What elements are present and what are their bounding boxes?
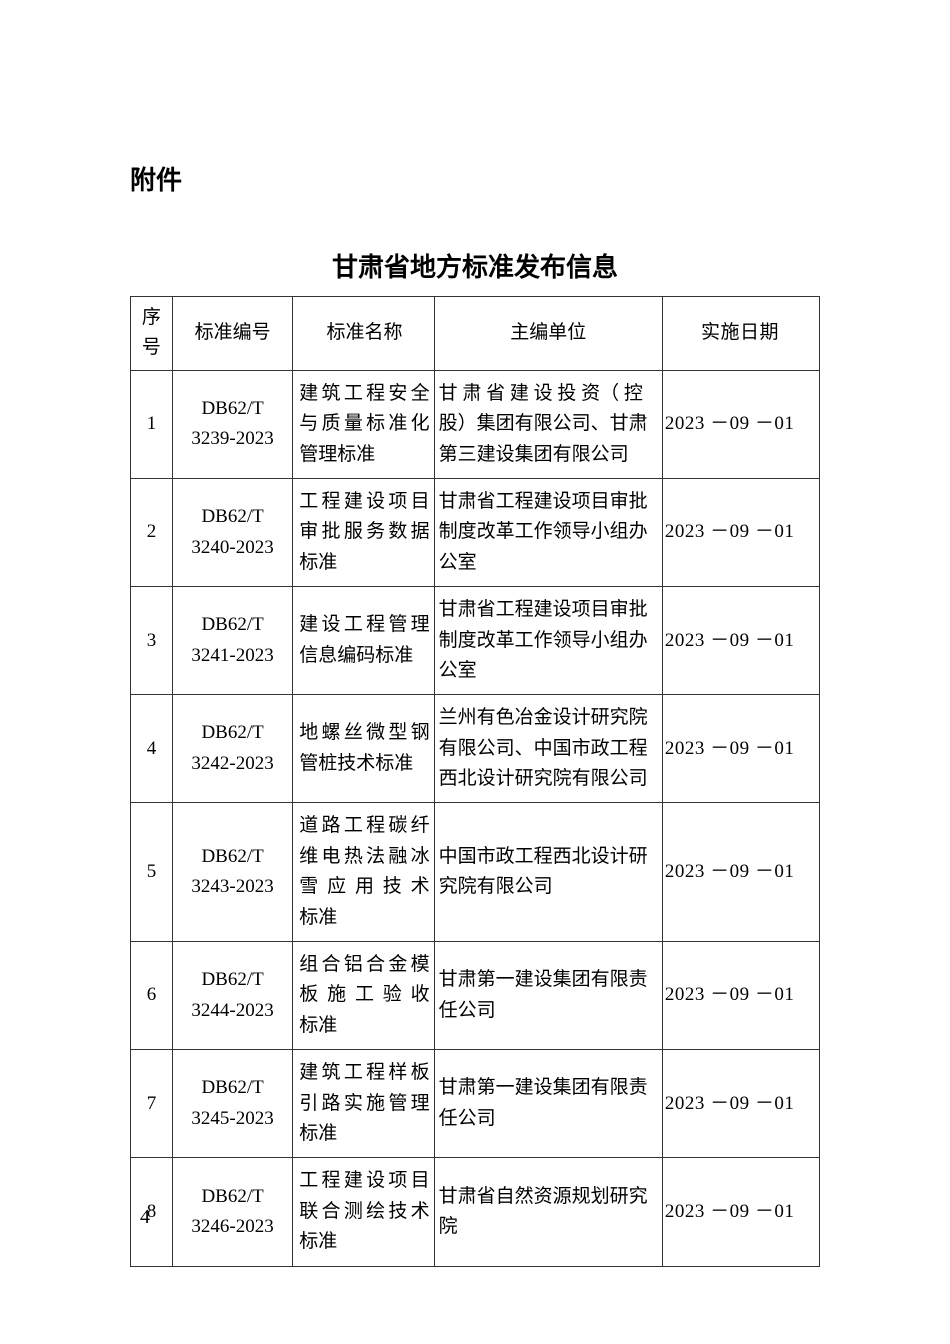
cell-seq: 5 bbox=[131, 803, 173, 942]
cell-date: 2023 －09 －01 bbox=[662, 370, 819, 478]
cell-date: 2023 －09 －01 bbox=[662, 695, 819, 803]
table-body: 1DB62/T3239-2023建筑工程安全与质量标准化管理标准甘 肃 省 建 … bbox=[131, 370, 820, 1266]
document-title: 甘肃省地方标准发布信息 bbox=[130, 247, 820, 284]
cell-date: 2023 －09 －01 bbox=[662, 1050, 819, 1158]
cell-org: 甘肃省工程建设项目审批制度改革工作领导小组办公室 bbox=[434, 587, 662, 695]
cell-seq: 1 bbox=[131, 370, 173, 478]
cell-date: 2023 －09 －01 bbox=[662, 587, 819, 695]
cell-date: 2023 －09 －01 bbox=[662, 1158, 819, 1266]
cell-code: DB62/T3241-2023 bbox=[172, 587, 292, 695]
cell-code: DB62/T3240-2023 bbox=[172, 478, 292, 586]
cell-org: 中国市政工程西北设计研究院有限公司 bbox=[434, 803, 662, 942]
col-header-org: 主编单位 bbox=[434, 297, 662, 371]
cell-date: 2023 －09 －01 bbox=[662, 942, 819, 1050]
cell-name: 建筑工程样板引路实施管理标准 bbox=[293, 1050, 434, 1158]
table-row: 1DB62/T3239-2023建筑工程安全与质量标准化管理标准甘 肃 省 建 … bbox=[131, 370, 820, 478]
table-row: 7DB62/T3245-2023建筑工程样板引路实施管理标准甘肃第一建设集团有限… bbox=[131, 1050, 820, 1158]
col-header-date: 实施日期 bbox=[662, 297, 819, 371]
table-row: 5DB62/T3243-2023道路工程碳纤维电热法融冰雪 应 用 技 术标准中… bbox=[131, 803, 820, 942]
cell-name: 地螺丝微型钢管桩技术标准 bbox=[293, 695, 434, 803]
cell-code: DB62/T3239-2023 bbox=[172, 370, 292, 478]
cell-seq: 6 bbox=[131, 942, 173, 1050]
table-row: 8DB62/T3246-2023工程建设项目联合测绘技术标准甘肃省自然资源规划研… bbox=[131, 1158, 820, 1266]
cell-code: DB62/T3246-2023 bbox=[172, 1158, 292, 1266]
cell-org: 甘肃第一建设集团有限责任公司 bbox=[434, 1050, 662, 1158]
cell-code: DB62/T3245-2023 bbox=[172, 1050, 292, 1158]
col-header-name: 标准名称 bbox=[293, 297, 434, 371]
cell-org: 甘 肃 省 建 设 投 资（ 控股）集团有限公司、甘肃第三建设集团有限公司 bbox=[434, 370, 662, 478]
cell-org: 兰州有色冶金设计研究院有限公司、中国市政工程西北设计研究院有限公司 bbox=[434, 695, 662, 803]
cell-name: 组合铝合金模板 施 工 验 收标准 bbox=[293, 942, 434, 1050]
cell-org: 甘肃第一建设集团有限责任公司 bbox=[434, 942, 662, 1050]
cell-seq: 3 bbox=[131, 587, 173, 695]
cell-seq: 2 bbox=[131, 478, 173, 586]
cell-date: 2023 －09 －01 bbox=[662, 478, 819, 586]
cell-code: DB62/T3244-2023 bbox=[172, 942, 292, 1050]
col-header-seq: 序号 bbox=[131, 297, 173, 371]
page-number: 4 bbox=[140, 1206, 150, 1229]
standards-table: 序号 标准编号 标准名称 主编单位 实施日期 1DB62/T3239-2023建… bbox=[130, 296, 820, 1267]
table-header-row: 序号 标准编号 标准名称 主编单位 实施日期 bbox=[131, 297, 820, 371]
cell-seq: 4 bbox=[131, 695, 173, 803]
table-row: 2DB62/T3240-2023工程建设项目审批服务数据标准甘肃省工程建设项目审… bbox=[131, 478, 820, 586]
cell-code: DB62/T3243-2023 bbox=[172, 803, 292, 942]
cell-code: DB62/T3242-2023 bbox=[172, 695, 292, 803]
col-header-code: 标准编号 bbox=[172, 297, 292, 371]
cell-name: 工程建设项目审批服务数据标准 bbox=[293, 478, 434, 586]
table-row: 4DB62/T3242-2023地螺丝微型钢管桩技术标准兰州有色冶金设计研究院有… bbox=[131, 695, 820, 803]
cell-name: 工程建设项目联合测绘技术标准 bbox=[293, 1158, 434, 1266]
attachment-label: 附件 bbox=[130, 160, 820, 197]
cell-name: 道路工程碳纤维电热法融冰雪 应 用 技 术标准 bbox=[293, 803, 434, 942]
cell-seq: 7 bbox=[131, 1050, 173, 1158]
cell-name: 建设工程管理信息编码标准 bbox=[293, 587, 434, 695]
cell-org: 甘肃省工程建设项目审批制度改革工作领导小组办公室 bbox=[434, 478, 662, 586]
table-row: 6DB62/T3244-2023组合铝合金模板 施 工 验 收标准甘肃第一建设集… bbox=[131, 942, 820, 1050]
cell-seq: 8 bbox=[131, 1158, 173, 1266]
table-row: 3DB62/T3241-2023建设工程管理信息编码标准甘肃省工程建设项目审批制… bbox=[131, 587, 820, 695]
cell-name: 建筑工程安全与质量标准化管理标准 bbox=[293, 370, 434, 478]
cell-org: 甘肃省自然资源规划研究院 bbox=[434, 1158, 662, 1266]
cell-date: 2023 －09 －01 bbox=[662, 803, 819, 942]
